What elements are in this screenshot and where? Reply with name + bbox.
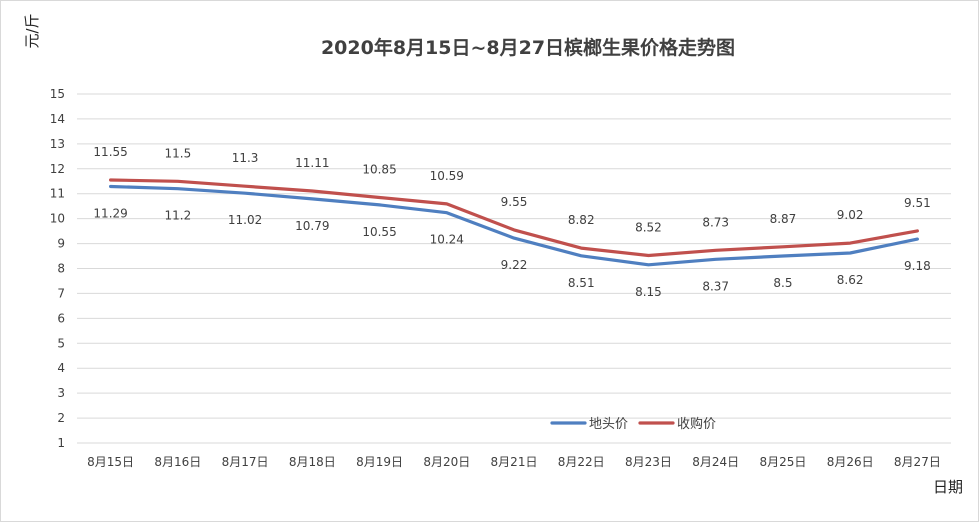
data-label: 11.29 [93,206,127,220]
series-lines [108,178,920,267]
y-tick-label: 13 [50,137,65,151]
y-axis-label: 元/斤 [23,13,41,48]
data-label: 10.24 [430,233,464,247]
legend: 地头价 收购价 [550,416,716,432]
y-tick-label: 7 [57,286,65,300]
data-label: 11.5 [164,146,191,160]
chart-title: 2020年8月15日~8月27日槟榔生果价格走势图 [321,36,735,59]
data-label: 11.55 [93,145,127,159]
x-tick-label: 8月15日 [87,455,134,469]
data-label: 8.52 [635,221,662,235]
x-tick-label: 8月17日 [222,455,269,469]
y-tick-label: 3 [57,386,65,400]
y-tick-label: 10 [50,212,65,226]
data-label: 11.11 [295,156,329,170]
data-label: 8.87 [770,212,797,226]
data-label: 9.51 [904,196,931,210]
legend-entry: 地头价 [589,417,628,432]
y-tick-label: 11 [50,187,65,201]
gridlines [77,93,951,444]
x-tick-label: 8月19日 [356,455,403,469]
x-tick-label: 8月22日 [558,455,605,469]
y-tick-label: 1 [57,436,65,450]
data-label: 9.55 [501,195,528,209]
data-label: 10.59 [430,169,464,183]
x-tick-label: 8月23日 [625,455,672,469]
data-label: 10.85 [362,162,396,176]
data-label: 8.73 [702,215,729,229]
data-label: 9.02 [837,208,864,222]
legend-entry: 收购价 [677,416,716,432]
data-label: 11.2 [164,209,191,223]
series-line [108,184,920,267]
x-tick-label: 8月18日 [289,455,336,469]
y-tick-label: 4 [57,361,65,375]
x-tick-label: 8月24日 [692,455,739,469]
data-label: 8.82 [568,213,595,227]
y-tick-label: 8 [57,262,65,276]
data-label: 8.62 [837,273,864,287]
data-labels: 11.29 11.2 11.02 10.79 10.55 10.24 9.22 8.51 8.1… [93,145,930,299]
data-label: 8.5 [773,276,792,290]
x-tick-label: 8月20日 [423,455,470,469]
data-label: 10.79 [295,219,329,233]
x-tick-labels: 8月15日 8月16日 8月17日 8月18日 8月19日 8月20日 8月21日 8月22日… [87,455,941,469]
x-tick-label: 8月25日 [759,455,806,469]
data-label: 9.22 [501,258,528,272]
series-line [108,178,920,258]
data-label: 11.02 [228,213,262,227]
data-label: 9.18 [904,259,931,273]
y-tick-label: 5 [57,336,65,350]
data-label: 8.51 [568,276,595,290]
data-label: 11.3 [232,151,259,165]
y-tick-label: 2 [57,411,65,425]
data-label: 8.15 [635,285,662,299]
data-label: 10.55 [362,225,396,239]
y-tick-label: 12 [50,162,65,176]
x-tick-label: 8月16日 [154,455,201,469]
x-tick-label: 8月27日 [894,455,941,469]
y-tick-label: 9 [57,237,65,251]
x-tick-label: 8月26日 [827,455,874,469]
y-tick-label: 14 [50,112,65,126]
data-label: 8.37 [702,279,729,293]
y-tick-label: 15 [50,87,65,101]
x-tick-label: 8月21日 [491,455,538,469]
y-tick-label: 6 [57,311,65,325]
x-axis-label: 日期 [933,478,963,496]
